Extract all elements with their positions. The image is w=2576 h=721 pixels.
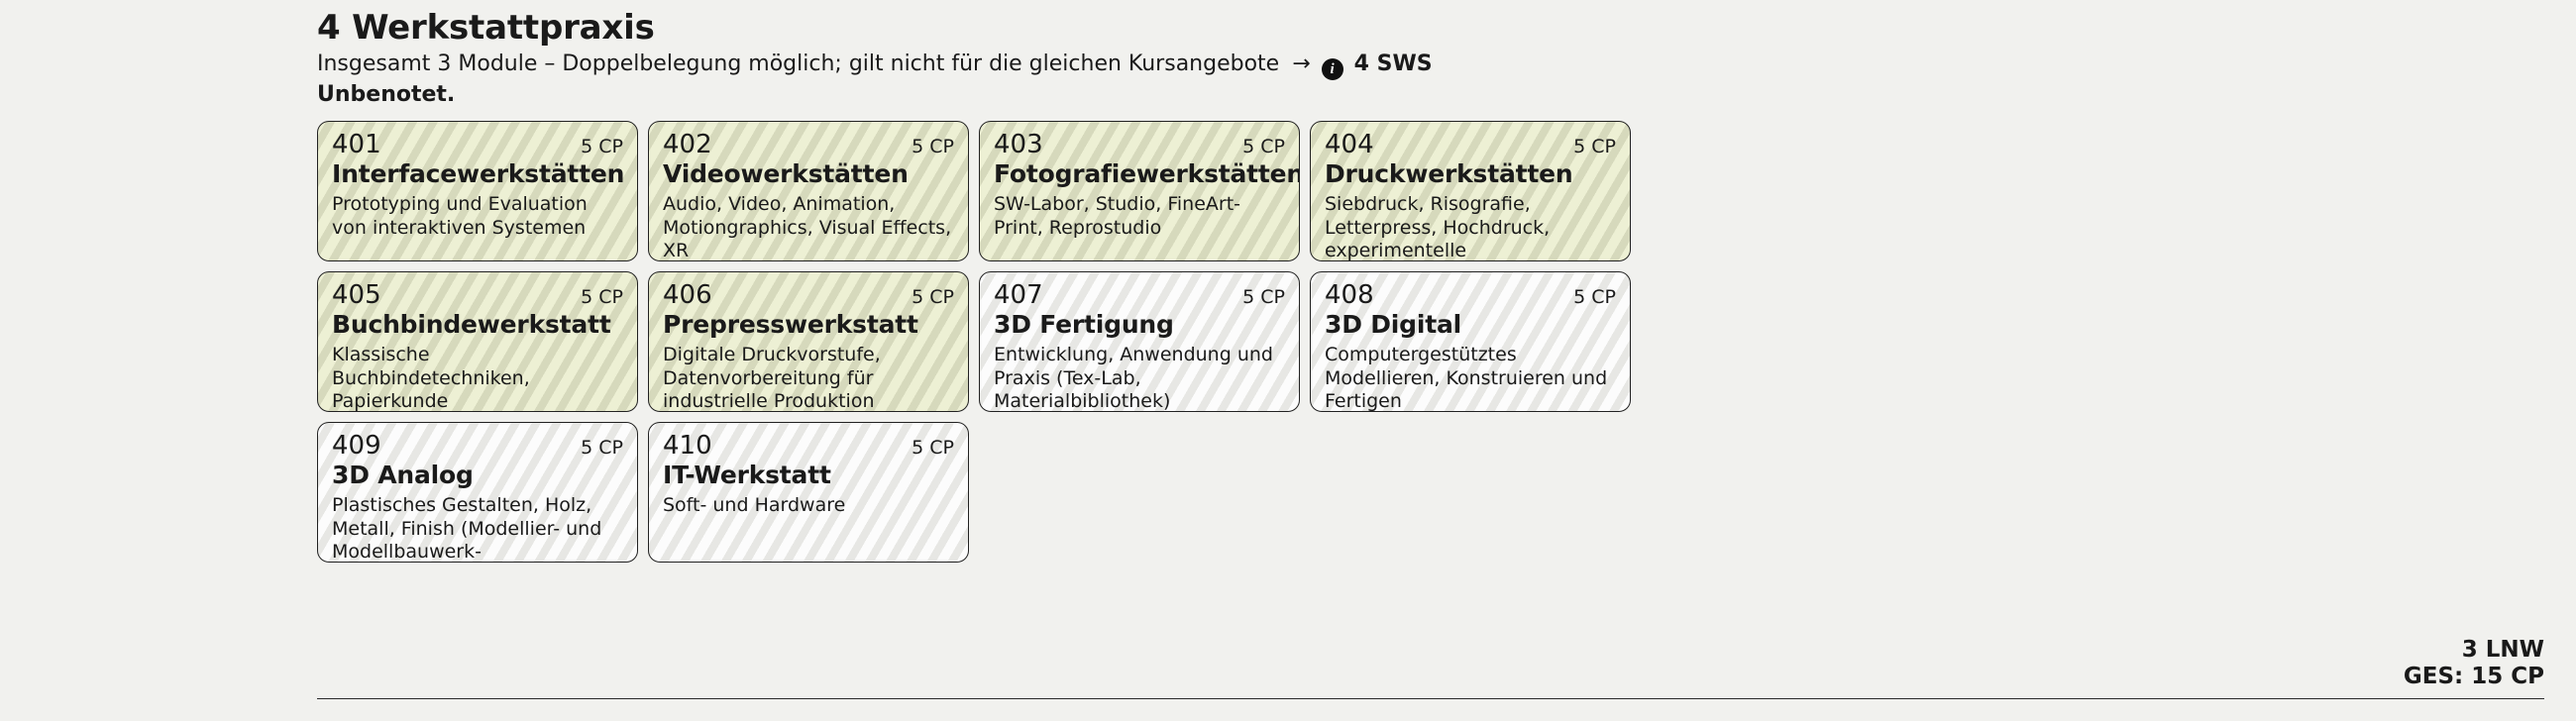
card-title: Druckwerkstätten — [1325, 159, 1616, 190]
module-card: 404 5 CPDruckwerkstättenSiebdruck, Risogr… — [1310, 121, 1631, 261]
card-code: 407 — [994, 280, 1043, 312]
footer-rule — [317, 698, 2544, 699]
subtitle-text: Insgesamt 3 Module – Doppelbelegung mögl… — [317, 52, 1279, 76]
card-top-row: 406 5 CP — [663, 280, 954, 312]
card-code: 404 — [1325, 130, 1374, 161]
footer-lnw: 3 LNW — [2404, 637, 2544, 665]
card-desc: Digitale Druckvorstufe, Datenvorbe­reitu… — [663, 344, 954, 412]
card-title: Prepresswerkstatt — [663, 310, 954, 341]
card-cp: 5 CP — [581, 286, 623, 309]
card-cp: 5 CP — [1242, 136, 1285, 158]
card-top-row: 408 5 CP — [1325, 280, 1616, 312]
module-card: 402 5 CPVideowerkstättenAudio, Video, Ani… — [648, 121, 969, 261]
card-cp: 5 CP — [1242, 286, 1285, 309]
module-card: 410 5 CPIT-Werkstatt Soft- und Hardware — [648, 422, 969, 563]
module-card: 409 5 CP3D AnalogPlastisches Gestalten, H… — [317, 422, 638, 563]
card-desc: SW-Labor, Studio, FineArt-Print, Reprost… — [994, 193, 1285, 239]
card-desc: Computergestütztes Modellieren, Konstrui… — [1325, 344, 1616, 412]
card-title: Interfacewerkstätten — [332, 159, 623, 190]
card-top-row: 404 5 CP — [1325, 130, 1616, 161]
section-title: 4 Werkstattpraxis — [317, 8, 2544, 48]
card-code: 406 — [663, 280, 712, 312]
card-desc: Siebdruck, Risografie, Letterpress, Hoch… — [1325, 193, 1616, 261]
card-title: 3D Digital — [1325, 310, 1616, 341]
card-desc: Audio, Video, Animation, Motion­graphics… — [663, 193, 954, 261]
card-desc: Klassische Buchbindetechniken, Papierkun… — [332, 344, 623, 412]
card-cp: 5 CP — [581, 437, 623, 460]
footer-summary: 3 LNW GES: 15 CP — [2404, 637, 2544, 691]
card-top-row: 401 5 CP — [332, 130, 623, 161]
card-code: 403 — [994, 130, 1043, 161]
footer-ges: GES: 15 CP — [2404, 664, 2544, 691]
card-cp: 5 CP — [912, 136, 954, 158]
card-title: Videowerkstätten — [663, 159, 954, 190]
card-desc: Soft- und Hardware — [663, 494, 954, 517]
card-top-row: 407 5 CP — [994, 280, 1285, 312]
card-cp: 5 CP — [912, 286, 954, 309]
header: 4 Werkstattpraxis Insgesamt 3 Module – D… — [317, 8, 2544, 107]
module-card: 403 5 CPFotografiewerkstättenSW-Labor, St… — [979, 121, 1300, 261]
card-code: 410 — [663, 431, 712, 463]
card-cp: 5 CP — [581, 136, 623, 158]
module-card: 405 5 CPBuchbindewerkstattKlassische Buch… — [317, 271, 638, 412]
card-code: 405 — [332, 280, 381, 312]
card-title: 3D Analog — [332, 461, 623, 491]
ungraded-label: Unbenotet. — [317, 82, 2544, 107]
card-title: 3D Fertigung — [994, 310, 1285, 341]
card-top-row: 405 5 CP — [332, 280, 623, 312]
arrow-icon: → — [1292, 50, 1310, 79]
card-cp: 5 CP — [1573, 286, 1616, 309]
sws-text: 4 SWS — [1354, 52, 1433, 76]
section-subtitle: Insgesamt 3 Module – Doppelbelegung mögl… — [317, 50, 2544, 80]
card-title: IT-Werkstatt — [663, 461, 954, 491]
card-code: 409 — [332, 431, 381, 463]
card-top-row: 409 5 CP — [332, 431, 623, 463]
module-card: 406 5 CPPrepresswerkstattDigitale Druckvo… — [648, 271, 969, 412]
module-card: 401 5 CPInterfacewerkstättenPrototyping u… — [317, 121, 638, 261]
card-top-row: 410 5 CP — [663, 431, 954, 463]
card-code: 408 — [1325, 280, 1374, 312]
page: 4 Werkstattpraxis Insgesamt 3 Module – D… — [0, 0, 2576, 721]
module-card: 408 5 CP3D DigitalComputergestütztes Mode… — [1310, 271, 1631, 412]
card-top-row: 402 5 CP — [663, 130, 954, 161]
card-desc: Entwicklung, Anwendung und Praxis (Tex-L… — [994, 344, 1285, 412]
module-card: 407 5 CP3D FertigungEntwicklung, Anwendun… — [979, 271, 1300, 412]
card-cp: 5 CP — [912, 437, 954, 460]
card-cp: 5 CP — [1573, 136, 1616, 158]
card-title: Buchbindewerkstatt — [332, 310, 623, 341]
card-desc: Prototyping und Evaluation von interakti… — [332, 193, 623, 239]
module-grid: 4015 CPInterfacewerkstättenPrototyping u… — [317, 121, 2544, 563]
card-code: 401 — [332, 130, 381, 161]
card-title: Fotografiewerkstätten — [994, 159, 1285, 190]
card-code: 402 — [663, 130, 712, 161]
card-top-row: 403 5 CP — [994, 130, 1285, 161]
card-desc: Plastisches Gestalten, Holz, Metall, Fin… — [332, 494, 623, 563]
info-icon: i — [1322, 58, 1343, 80]
